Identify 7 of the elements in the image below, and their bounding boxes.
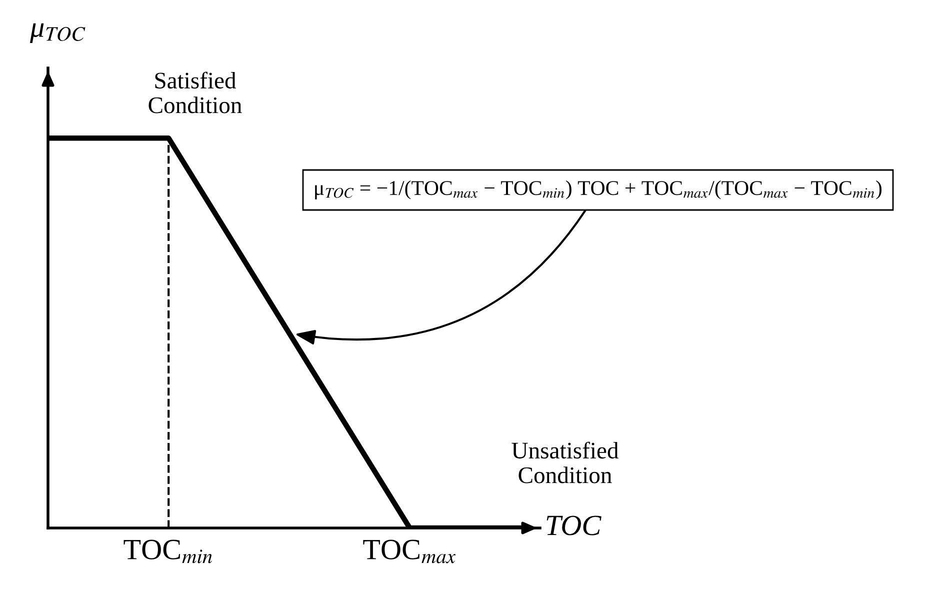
- text: Satisfied Condition: [148, 72, 242, 114]
- x-axis-title: TOC: [546, 516, 602, 536]
- y-axis-title: μ$_{TOC}$: [30, 23, 86, 44]
- x-tick-label: TOC$_{min}$: [124, 540, 212, 564]
- annotation: Unsatisfied Condition: [512, 442, 618, 484]
- text: μ$_{TOC}$ = −1/(TOC$_{max}$ − TOC$_{min}$) TOC + TOC$_{max}$/(TOC$_{max}$ − TOC$_{min}$): [315, 180, 882, 200]
- x-tick-label: TOC$_{max}$: [363, 540, 456, 564]
